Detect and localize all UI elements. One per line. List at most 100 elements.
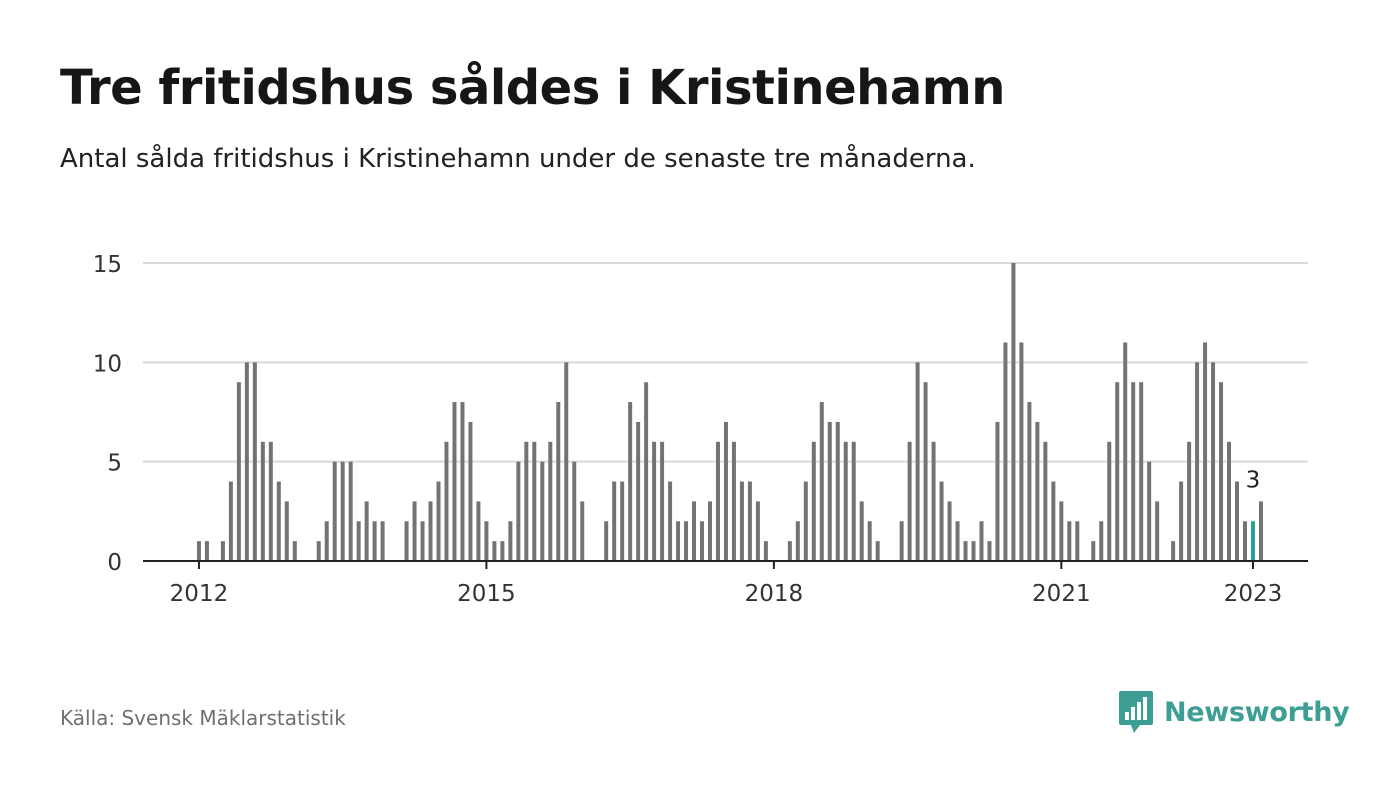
- bar: [460, 402, 465, 561]
- bar: [1171, 541, 1176, 561]
- y-axis-ticks: 0 5 10 15: [93, 252, 122, 576]
- bar: [1123, 342, 1128, 561]
- bar: [795, 521, 800, 561]
- bar: [196, 541, 201, 561]
- bar: [1195, 362, 1200, 561]
- bar: [436, 481, 441, 561]
- bar: [508, 521, 513, 561]
- bar: [1219, 382, 1224, 561]
- bar: [835, 421, 840, 561]
- bar: [755, 501, 760, 561]
- bar: [1131, 382, 1136, 561]
- bar: [468, 421, 473, 561]
- bar: [1003, 342, 1008, 561]
- bar: [915, 362, 920, 561]
- bar: [604, 521, 609, 561]
- bar: [244, 362, 249, 561]
- bar: [628, 402, 633, 561]
- y-tick-label: 5: [107, 451, 122, 477]
- bar: [364, 501, 369, 561]
- bar: [484, 521, 489, 561]
- bar: [931, 441, 936, 561]
- bar: [827, 421, 832, 561]
- bar: [348, 461, 353, 561]
- bar: [747, 481, 752, 561]
- bar: [859, 501, 864, 561]
- bar: [899, 521, 904, 561]
- bar: [404, 521, 409, 561]
- x-axis-ticks: 2012 2015 2018 2021 2023: [170, 561, 1283, 607]
- y-tick-label: 10: [93, 351, 122, 377]
- bar: [1187, 441, 1192, 561]
- bar: [1155, 501, 1160, 561]
- bar: [1203, 342, 1208, 561]
- bar: [644, 382, 649, 561]
- bar: [1179, 481, 1184, 561]
- bar: [492, 541, 497, 561]
- x-tick-label: 2012: [170, 581, 229, 607]
- bar: [620, 481, 625, 561]
- bars: [196, 263, 1263, 561]
- bar: [380, 521, 385, 561]
- bar: [668, 481, 673, 561]
- bar: [1258, 501, 1263, 561]
- brand-logo[interactable]: Newsworthy: [1118, 690, 1350, 734]
- bar: [428, 501, 433, 561]
- x-tick-label: 2023: [1224, 581, 1283, 607]
- bar: [995, 421, 1000, 561]
- bar: [1043, 441, 1048, 561]
- bar: [540, 461, 545, 561]
- bar: [731, 441, 736, 561]
- bar: [652, 441, 657, 561]
- bar: [723, 421, 728, 561]
- bar: [220, 541, 225, 561]
- bar: [572, 461, 577, 561]
- bar: [851, 441, 856, 561]
- bar: [1059, 501, 1064, 561]
- source-note: Källa: Svensk Mäklarstatistik: [60, 706, 346, 730]
- bar: [556, 402, 561, 561]
- bar: [204, 541, 209, 561]
- y-tick-label: 15: [93, 252, 122, 278]
- bar: [420, 521, 425, 561]
- x-tick-label: 2021: [1032, 581, 1091, 607]
- bar: [268, 441, 273, 561]
- bar: [332, 461, 337, 561]
- bar: [476, 501, 481, 561]
- bar: [1107, 441, 1112, 561]
- bar: [1019, 342, 1024, 561]
- bar: [1235, 481, 1240, 561]
- bar: [963, 541, 968, 561]
- y-tick-label: 0: [107, 550, 122, 576]
- bar: [524, 441, 529, 561]
- x-tick-label: 2018: [745, 581, 804, 607]
- bar: [356, 521, 361, 561]
- bar: [707, 501, 712, 561]
- bar: [811, 441, 816, 561]
- highlight-value-label: 3: [1246, 467, 1261, 493]
- bar: [1211, 362, 1216, 561]
- bar: [1035, 421, 1040, 561]
- bar: [292, 541, 297, 561]
- bar: [252, 362, 257, 561]
- bar: [324, 521, 329, 561]
- bar: [763, 541, 768, 561]
- page-subtitle: Antal sålda fritidshus i Kristinehamn un…: [60, 144, 976, 174]
- bar: [412, 501, 417, 561]
- bar: [564, 362, 569, 561]
- x-tick-label: 2015: [457, 581, 516, 607]
- bar: [532, 441, 537, 561]
- bar: [612, 481, 617, 561]
- bar: [548, 441, 553, 561]
- bar: [660, 441, 665, 561]
- bar: [987, 541, 992, 561]
- bar: [955, 521, 960, 561]
- bar: [803, 481, 808, 561]
- bar: [1051, 481, 1056, 561]
- bar: [979, 521, 984, 561]
- bar: [1067, 521, 1072, 561]
- bar: [715, 441, 720, 561]
- bar-chart-speech-bubble-icon: [1119, 691, 1153, 733]
- bar: [1147, 461, 1152, 561]
- bar: [867, 521, 872, 561]
